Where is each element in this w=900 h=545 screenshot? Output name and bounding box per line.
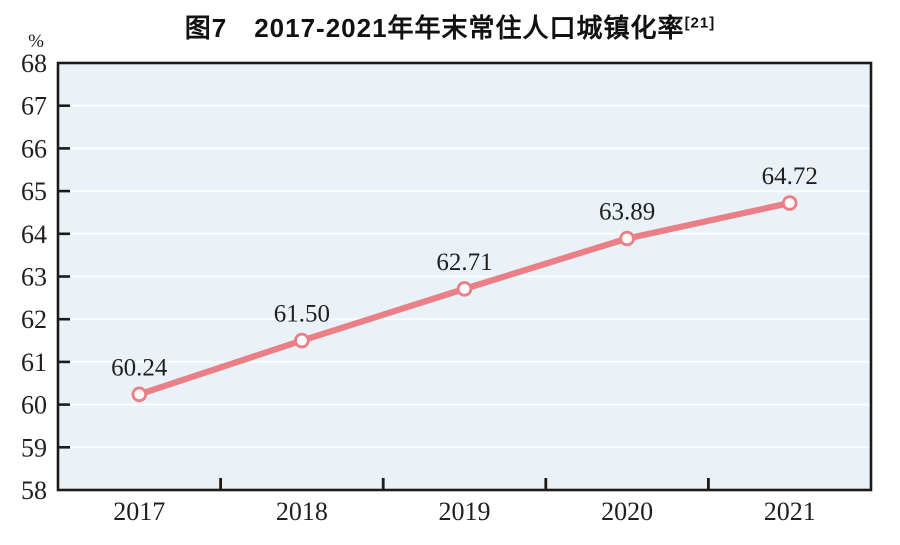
y-tick-label: 59 [21,433,47,462]
data-point [131,386,148,403]
chart-title: 图7 2017-2021年年末常住人口城镇化率[21] [0,8,900,45]
data-point [456,281,473,297]
y-axis-unit-label: % [28,31,44,52]
y-tick-label: 68 [21,49,47,78]
x-tick-label: 2017 [113,497,165,526]
plot-border [56,61,873,492]
x-tick-label: 2019 [439,497,491,526]
data-label: 60.24 [111,354,168,381]
y-tick-label: 64 [21,220,47,249]
data-label: 63.89 [599,198,655,225]
chart-title-superscript: [21] [684,14,716,32]
data-label: 61.50 [274,301,330,328]
y-tick-label: 63 [21,263,47,292]
y-tick-label: 58 [21,476,47,505]
x-tick-label: 2018 [276,497,328,526]
y-tick-label: 66 [21,134,47,163]
data-label: 64.72 [762,163,818,190]
x-tick-label: 2020 [601,497,653,526]
y-tick-label: 61 [21,348,47,377]
y-tick-label: 67 [21,92,47,121]
data-point [619,230,635,247]
x-tick-label: 2021 [764,497,816,526]
data-label: 62.71 [436,249,492,276]
data-point [294,332,310,349]
y-tick-label: 62 [21,305,47,334]
chart-title-text: 图7 2017-2021年年末常住人口城镇化率 [184,13,685,43]
y-tick-label: 60 [21,391,47,420]
data-point [781,195,798,211]
y-tick-label: 65 [21,177,47,206]
